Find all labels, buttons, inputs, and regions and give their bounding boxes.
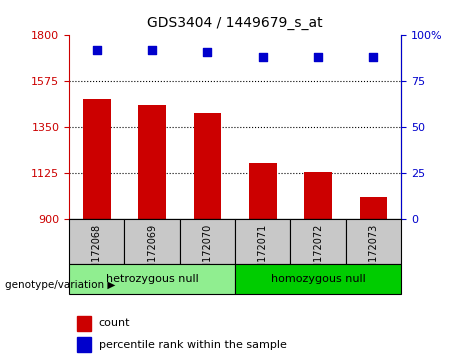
Bar xyxy=(77,316,91,331)
Text: GSM172069: GSM172069 xyxy=(147,224,157,283)
Point xyxy=(93,47,100,53)
Text: homozygous null: homozygous null xyxy=(271,274,366,284)
Bar xyxy=(83,99,111,219)
Bar xyxy=(138,105,166,219)
Text: GSM172073: GSM172073 xyxy=(368,224,378,283)
Bar xyxy=(249,163,277,219)
Text: GSM172070: GSM172070 xyxy=(202,224,213,283)
FancyBboxPatch shape xyxy=(124,219,180,264)
Title: GDS3404 / 1449679_s_at: GDS3404 / 1449679_s_at xyxy=(148,16,323,30)
Point xyxy=(314,55,322,60)
FancyBboxPatch shape xyxy=(290,219,346,264)
Bar xyxy=(194,113,221,219)
Point xyxy=(370,55,377,60)
FancyBboxPatch shape xyxy=(235,264,401,294)
Point xyxy=(259,55,266,60)
Text: hetrozygous null: hetrozygous null xyxy=(106,274,199,284)
FancyBboxPatch shape xyxy=(69,219,124,264)
Bar xyxy=(77,337,91,352)
Text: genotype/variation ▶: genotype/variation ▶ xyxy=(5,280,115,290)
Bar xyxy=(304,172,332,219)
Bar xyxy=(360,197,387,219)
Point xyxy=(148,47,156,53)
Text: count: count xyxy=(99,318,130,329)
Text: percentile rank within the sample: percentile rank within the sample xyxy=(99,339,287,350)
FancyBboxPatch shape xyxy=(180,219,235,264)
Point xyxy=(204,49,211,55)
Text: GSM172068: GSM172068 xyxy=(92,224,102,283)
Text: GSM172072: GSM172072 xyxy=(313,224,323,283)
FancyBboxPatch shape xyxy=(235,219,290,264)
FancyBboxPatch shape xyxy=(69,264,235,294)
FancyBboxPatch shape xyxy=(346,219,401,264)
Text: GSM172071: GSM172071 xyxy=(258,224,268,283)
